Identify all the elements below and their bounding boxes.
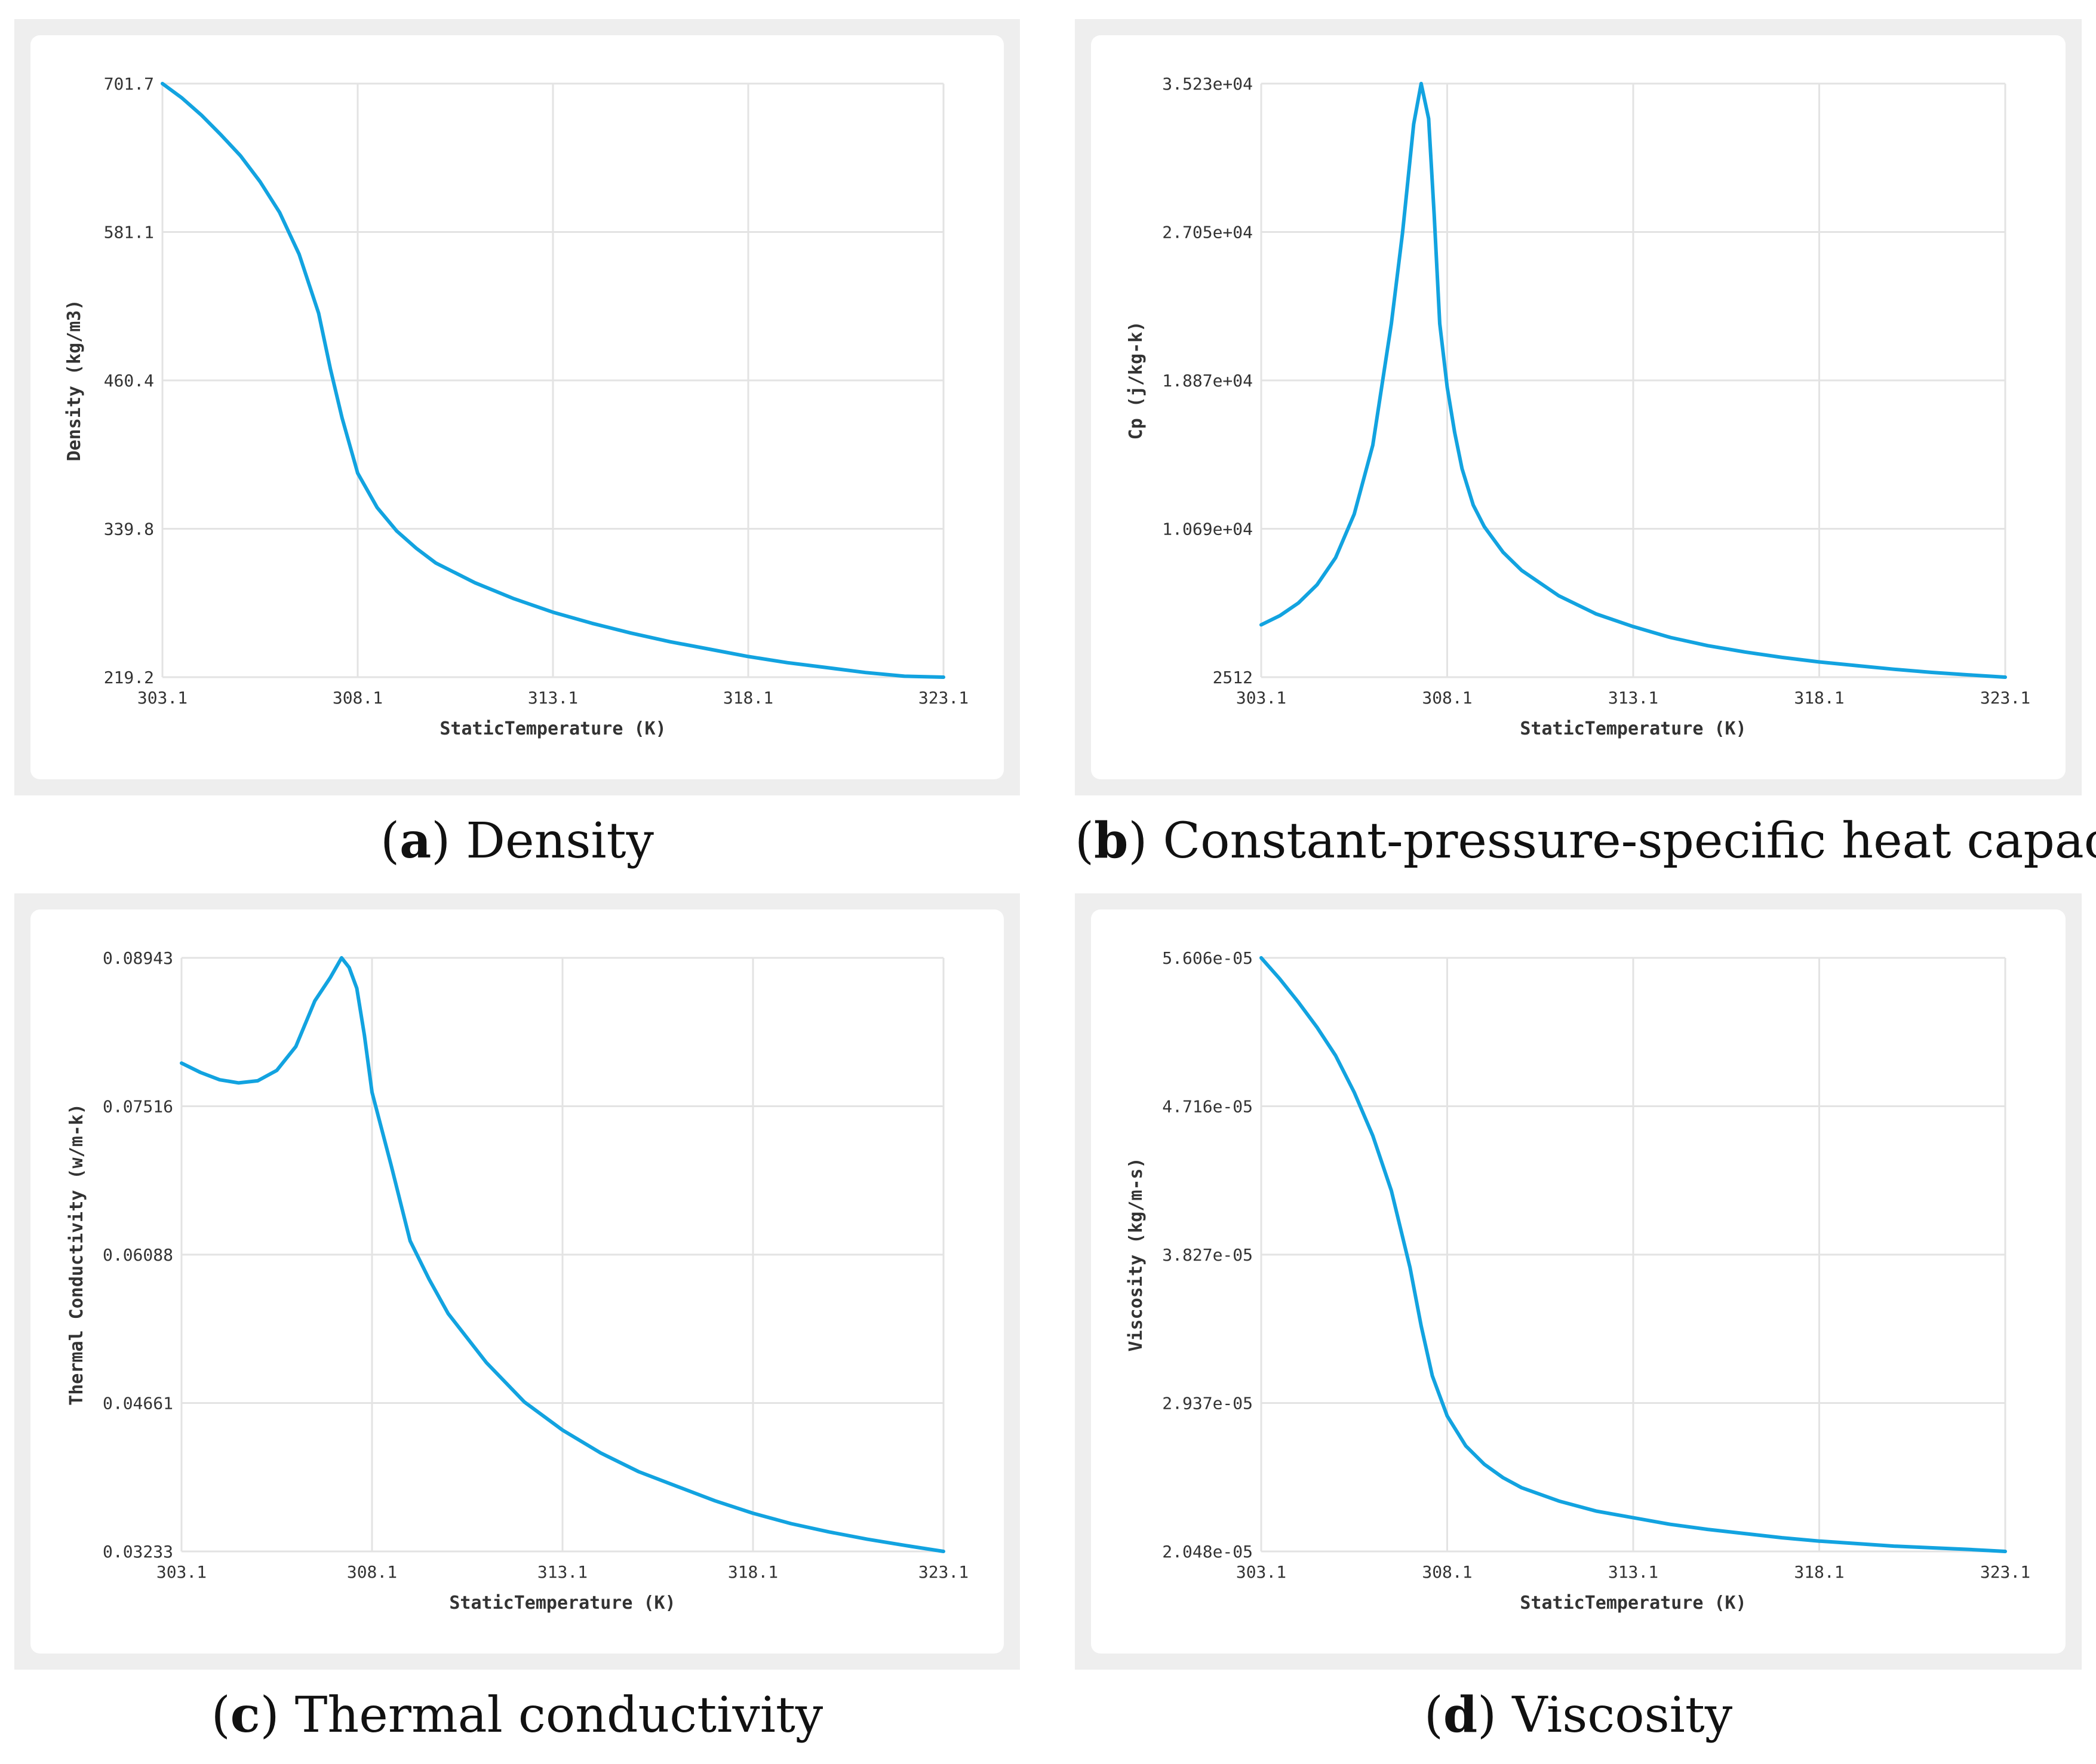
x-tick-label: 323.1 — [918, 1562, 969, 1582]
caption-letter-b: b — [1094, 812, 1129, 869]
caption-text-c: Thermal conductivity — [294, 1687, 823, 1744]
chart-panel-c: 303.1 308.1 313.1 318.1 323.1 0.03233 0.04661 0… — [14, 893, 1020, 1670]
y-tick-label: 581.1 — [104, 223, 154, 242]
caption-b: (b) Constant-pressure-specific heat capa… — [1075, 812, 2096, 869]
y-tick-label: 1.887e+04 — [1162, 371, 1253, 391]
y-tick-label: 0.04661 — [103, 1394, 173, 1413]
x-tick-label: 313.1 — [1608, 688, 1658, 708]
caption-text-a: Density — [466, 813, 654, 869]
y-tick-label: 219.2 — [104, 668, 154, 687]
caption-c: (c) Thermal conductivity — [211, 1686, 823, 1744]
x-tick-label: 313.1 — [528, 688, 578, 708]
chart-plot-card-b — [1091, 35, 2066, 779]
y-tick-label: 4.716e-05 — [1162, 1097, 1253, 1117]
x-tick-label: 303.1 — [137, 688, 188, 708]
x-tick-label: 323.1 — [918, 688, 969, 708]
y-axis-title: Thermal Conductivity (w/m-k) — [66, 1104, 87, 1406]
x-tick-label: 308.1 — [1422, 688, 1472, 708]
chart-panel-b: 303.1 308.1 313.1 318.1 323.1 2512 1.069e+04 1.… — [1075, 19, 2082, 795]
x-tick-label: 318.1 — [728, 1562, 778, 1582]
x-tick-label: 318.1 — [1794, 1562, 1844, 1582]
y-tick-label: 0.06088 — [103, 1245, 173, 1265]
y-tick-label: 339.8 — [104, 520, 154, 539]
caption-text-d: Viscosity — [1512, 1687, 1733, 1744]
chart-plot-card-d — [1091, 909, 2066, 1654]
caption-letter-a: a — [399, 812, 432, 869]
x-tick-label: 303.1 — [156, 1562, 207, 1582]
series-line — [161, 82, 945, 679]
series-line — [1259, 956, 2007, 1553]
y-tick-label: 460.4 — [104, 371, 154, 391]
x-tick-label: 303.1 — [1236, 688, 1286, 708]
y-tick-label: 1.069e+04 — [1162, 520, 1253, 539]
y-tick-label: 2.937e-05 — [1162, 1394, 1253, 1413]
chart-plot-card-a — [30, 35, 1004, 779]
x-tick-label: 323.1 — [1980, 688, 2030, 708]
y-tick-label: 5.606e-05 — [1162, 948, 1253, 968]
y-tick-label: 0.07516 — [103, 1097, 173, 1117]
chart-svg-c: 303.1 308.1 313.1 318.1 323.1 0.03233 0.04661 0… — [66, 948, 969, 1614]
x-tick-label: 303.1 — [1236, 1562, 1286, 1582]
y-axis-title: Cp (j/kg-k) — [1126, 321, 1147, 440]
x-axis-title: StaticTemperature (K) — [1520, 718, 1746, 739]
x-tick-label: 308.1 — [347, 1562, 397, 1582]
x-tick-label: 308.1 — [333, 688, 383, 708]
chart-panel-d: 303.1 308.1 313.1 318.1 323.1 2.048e-05 2.937e… — [1075, 893, 2082, 1670]
caption-d: (d) Viscosity — [1424, 1686, 1733, 1744]
caption-letter-c: c — [230, 1686, 260, 1744]
y-tick-label: 701.7 — [104, 74, 154, 94]
caption-a: (a) Density — [380, 812, 654, 869]
y-tick-label: 2.048e-05 — [1162, 1542, 1253, 1562]
y-tick-label: 3.523e+04 — [1162, 74, 1253, 94]
chart-panel-a: 303.1 308.1 313.1 318.1 323.1 219.2 339.8 460.4… — [14, 19, 1020, 795]
x-tick-label: 323.1 — [1980, 1562, 2030, 1582]
y-tick-label: 0.08943 — [103, 948, 173, 968]
caption-text-b: Constant-pressure-specific heat capacity — [1163, 813, 2096, 869]
chart-svg-a: 303.1 308.1 313.1 318.1 323.1 219.2 339.8 460.4… — [64, 74, 969, 739]
series-line — [180, 956, 945, 1553]
x-tick-label: 313.1 — [537, 1562, 588, 1582]
x-tick-label: 308.1 — [1422, 1562, 1472, 1582]
chart-svg-d: 303.1 308.1 313.1 318.1 323.1 2.048e-05 2.937e… — [1126, 948, 2030, 1614]
chart-plot-card-c — [30, 909, 1004, 1654]
x-axis-title: StaticTemperature (K) — [1520, 1593, 1746, 1614]
chart-svg-b: 303.1 308.1 313.1 318.1 323.1 2512 1.069e+04 1.… — [1126, 74, 2030, 739]
x-tick-label: 313.1 — [1608, 1562, 1658, 1582]
x-axis-title: StaticTemperature (K) — [440, 718, 666, 739]
series-line — [1259, 82, 2007, 679]
y-axis-title: Viscosity (kg/m-s) — [1126, 1157, 1147, 1351]
y-axis-title: Density (kg/m3) — [64, 300, 85, 462]
x-tick-label: 318.1 — [1794, 688, 1844, 708]
x-axis-title: StaticTemperature (K) — [449, 1593, 675, 1614]
y-tick-label: 2512 — [1213, 668, 1253, 687]
y-tick-label: 3.827e-05 — [1162, 1245, 1253, 1265]
y-tick-label: 0.03233 — [103, 1542, 173, 1562]
caption-letter-d: d — [1443, 1686, 1478, 1744]
y-tick-label: 2.705e+04 — [1162, 223, 1253, 242]
x-tick-label: 318.1 — [723, 688, 773, 708]
